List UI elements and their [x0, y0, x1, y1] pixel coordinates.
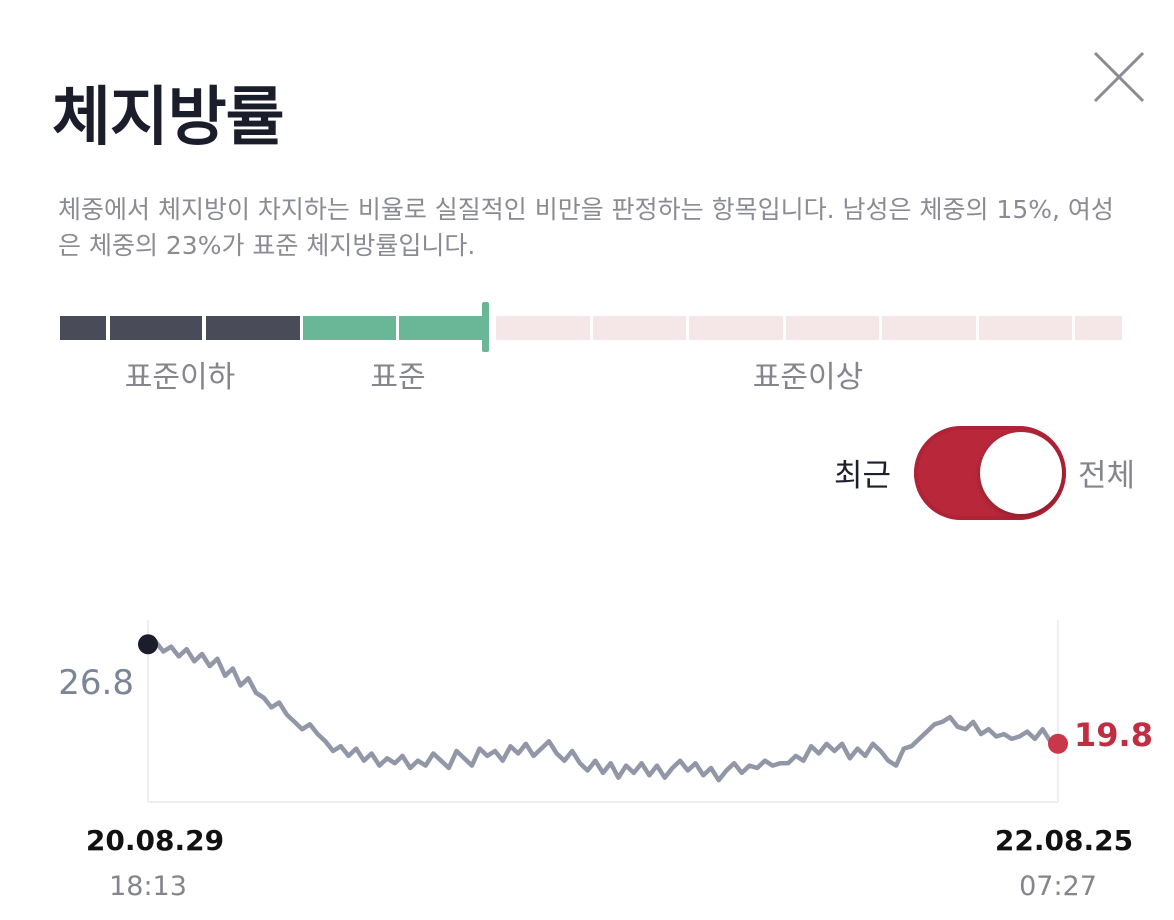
- scale-segment-above: [979, 316, 1072, 340]
- toggle-label-recent[interactable]: 최근: [834, 458, 892, 494]
- start-point[interactable]: [138, 634, 158, 655]
- scale-segment-normal: [303, 316, 396, 340]
- scale-segment-above: [689, 316, 783, 340]
- scale-segment-below: [110, 316, 202, 340]
- standard-range-bar: [60, 316, 1122, 340]
- end-date-label: 22.08.25: [995, 824, 1133, 857]
- series-line: [145, 639, 1061, 783]
- start-date-label: 20.08.29: [86, 824, 224, 857]
- scale-label-normal: 표준: [370, 360, 426, 395]
- scale-segment-below: [60, 316, 106, 340]
- scale-label-below: 표준이하: [124, 360, 236, 395]
- start-value-label: 26.8: [58, 663, 134, 703]
- close-icon: [1093, 51, 1145, 103]
- end-point[interactable]: [1048, 733, 1068, 754]
- start-time-label: 18:13: [109, 871, 187, 902]
- body-fat-chart: 26.8 19.8 20.08.29 18:13 22.08.25 07:27: [58, 620, 1153, 902]
- end-time-label: 07:27: [1019, 871, 1097, 902]
- toggle-knob: [980, 432, 1062, 514]
- toggle-label-all[interactable]: 전체: [1078, 458, 1136, 494]
- period-toggle-switch[interactable]: [914, 426, 1066, 520]
- close-button[interactable]: [1092, 50, 1146, 104]
- period-toggle-group: 최근 전체: [820, 424, 1150, 520]
- page-title: 체지방률: [52, 81, 285, 155]
- scale-segment-above: [882, 316, 976, 340]
- scale-segment-above: [593, 316, 686, 340]
- scale-segment-above: [1075, 316, 1122, 340]
- scale-label-above: 표준이상: [752, 360, 864, 395]
- description: 체중에서 체지방이 차지하는 비율로 실질적인 비만을 판정하는 항목입니다. …: [58, 195, 1114, 260]
- scale-segment-normal: [399, 316, 485, 340]
- end-value-label: 19.8: [1074, 716, 1153, 754]
- scale-segment-above: [496, 316, 590, 340]
- scale-segment-below: [206, 316, 300, 340]
- scale-segment-above: [786, 316, 879, 340]
- current-value-marker: [482, 302, 489, 352]
